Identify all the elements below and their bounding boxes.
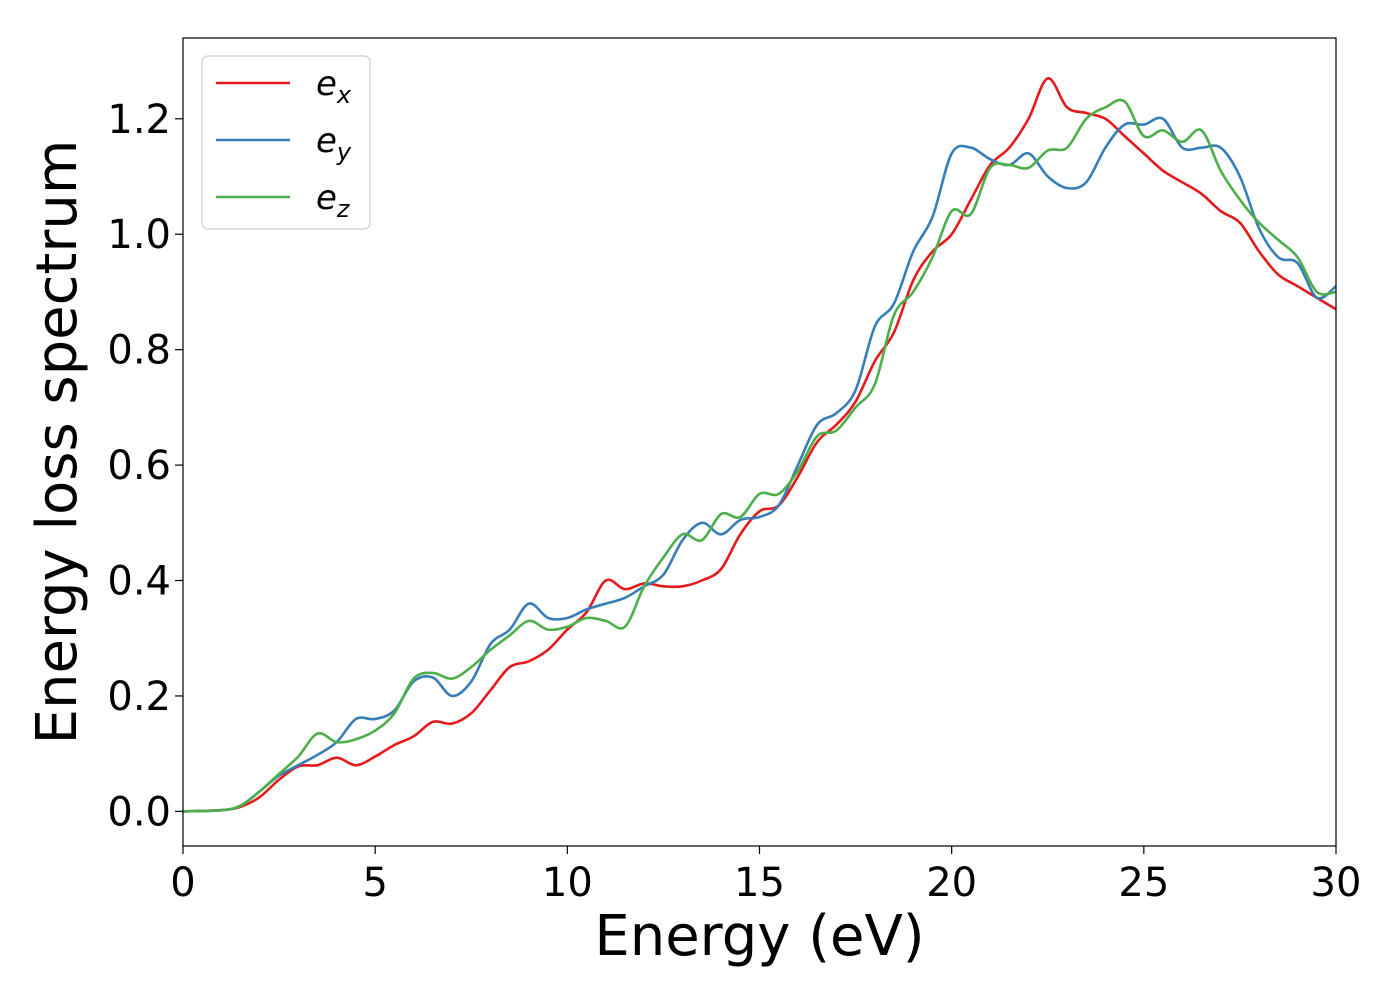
y-axis-title: Energy loss spectrum	[25, 140, 90, 745]
x-axis-title: Energy (eV)	[594, 904, 924, 969]
y-axis: 0.0 0.2 0.4 0.6 0.8 1.0 1.2	[107, 97, 183, 835]
x-tick-label: 0	[170, 860, 195, 906]
y-tick-label: 1.0	[107, 212, 171, 258]
series-line-y	[182, 116, 1337, 813]
y-tick-label: 0.8	[107, 328, 171, 374]
legend-label-x: ex	[316, 64, 352, 109]
x-tick-label: 25	[1118, 860, 1169, 906]
legend-label-z: ez	[316, 178, 351, 223]
x-tick-label: 20	[926, 860, 977, 906]
series-layer	[182, 77, 1337, 813]
x-axis: 0 5 10 15 20 25 30	[170, 846, 1361, 906]
x-tick-label: 15	[734, 860, 785, 906]
legend-box	[201, 55, 371, 230]
y-tick-label: 0.0	[107, 789, 171, 835]
x-tick-label: 30	[1311, 860, 1362, 906]
y-tick-label: 0.4	[107, 559, 171, 605]
series-line-z	[182, 98, 1337, 813]
y-tick-label: 0.6	[107, 443, 171, 489]
y-tick-label: 0.2	[107, 674, 171, 720]
y-tick-label: 1.2	[107, 97, 171, 143]
x-tick-label: 10	[542, 860, 593, 906]
legend-label-y: ey	[316, 121, 352, 166]
series-line-x	[182, 77, 1337, 813]
x-tick-label: 5	[362, 860, 387, 906]
legend: ex ey ez	[201, 55, 371, 230]
